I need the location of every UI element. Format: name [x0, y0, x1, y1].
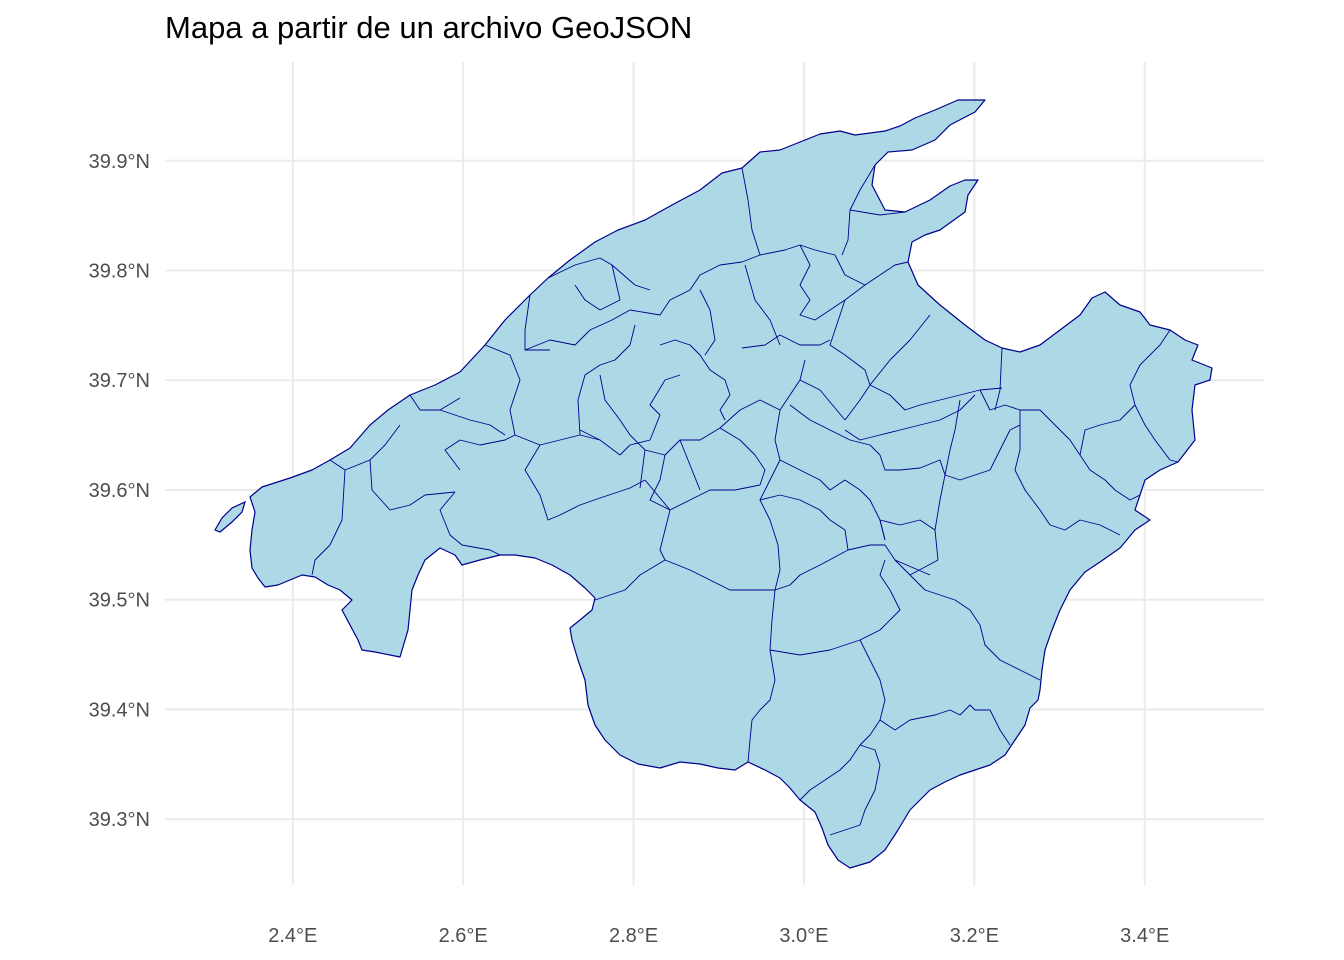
y-tick-label: 39.6°N [89, 480, 150, 502]
y-tick-label: 39.7°N [89, 370, 150, 392]
municipal-boundaries [311, 164, 1179, 836]
x-tick-label: 3.0°E [779, 925, 828, 947]
y-tick-label: 39.5°N [89, 590, 150, 612]
y-tick-label: 39.9°N [89, 151, 150, 173]
x-tick-label: 2.6°E [439, 925, 488, 947]
dragonera-islet [214, 500, 246, 533]
island-outline [249, 99, 1213, 869]
x-tick-label: 2.4°E [268, 925, 317, 947]
x-tick-label: 3.4°E [1120, 925, 1169, 947]
x-tick-label: 3.2°E [950, 925, 999, 947]
x-tick-label: 2.8°E [609, 925, 658, 947]
map-title: Mapa a partir de un archivo GeoJSON [165, 10, 693, 45]
y-axis-labels: 39.3°N 39.4°N 39.5°N 39.6°N 39.7°N 39.8°… [89, 151, 150, 831]
mallorca-municipalities [214, 99, 1213, 869]
x-axis-labels: 2.4°E 2.6°E 2.8°E 3.0°E 3.2°E 3.4°E [268, 925, 1169, 947]
y-tick-label: 39.8°N [89, 260, 150, 282]
y-tick-label: 39.4°N [89, 699, 150, 721]
y-tick-label: 39.3°N [89, 809, 150, 831]
